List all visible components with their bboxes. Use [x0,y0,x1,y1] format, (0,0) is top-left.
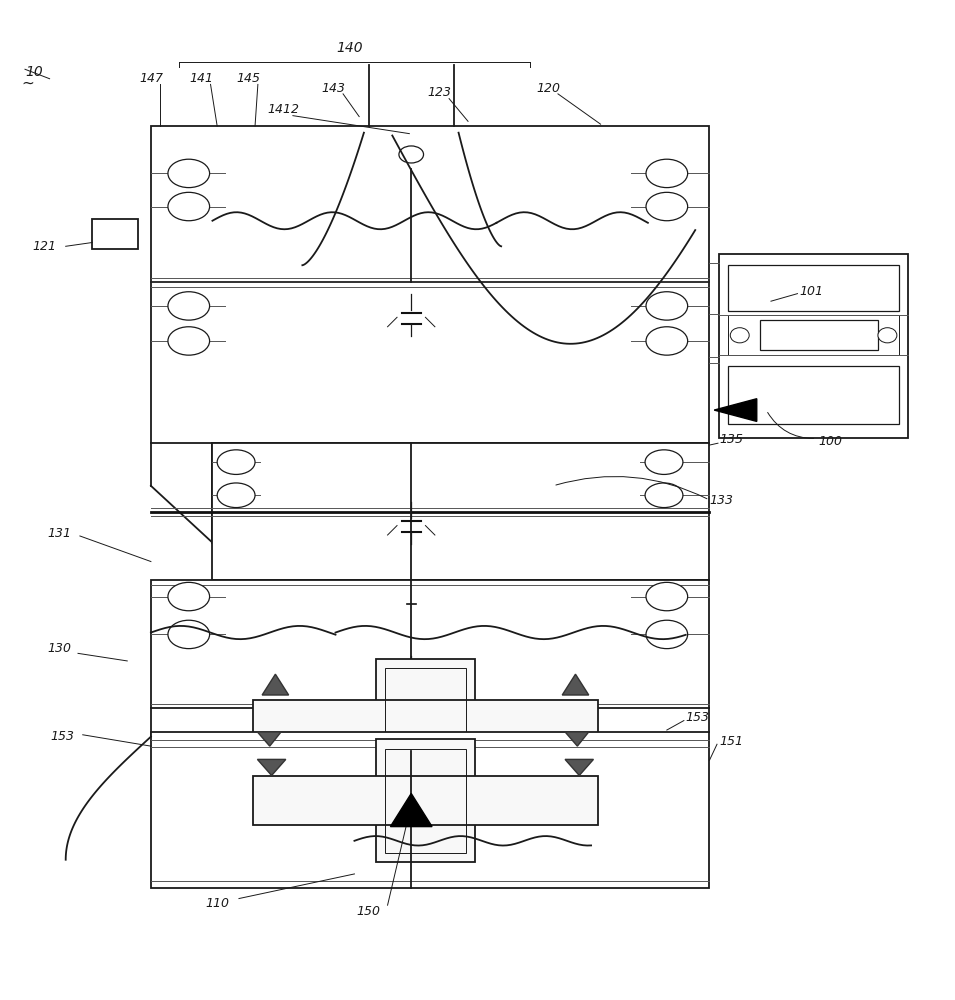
Polygon shape [562,674,588,695]
Ellipse shape [645,450,683,474]
Text: 121: 121 [32,240,56,253]
Text: 123: 123 [428,86,452,99]
Bar [759,320,878,350]
Text: 151: 151 [719,735,743,748]
Text: 135: 135 [719,433,743,446]
Ellipse shape [168,292,209,320]
Text: 153: 153 [686,711,710,724]
Ellipse shape [646,192,688,221]
Bar [375,659,476,796]
Text: 143: 143 [322,82,346,95]
Ellipse shape [646,159,688,188]
Text: 141: 141 [189,72,213,85]
Ellipse shape [646,292,688,320]
Text: 100: 100 [818,435,842,448]
Text: 130: 130 [47,642,71,655]
Ellipse shape [646,620,688,649]
Text: 10: 10 [25,65,43,79]
Bar [151,732,710,888]
Ellipse shape [645,483,683,508]
Text: 133: 133 [710,493,733,506]
Ellipse shape [217,450,255,474]
Ellipse shape [731,328,749,343]
Ellipse shape [878,328,897,343]
Ellipse shape [168,159,209,188]
Text: 120: 120 [537,82,561,95]
Bar [385,748,466,853]
Polygon shape [565,759,593,775]
Bar [151,126,710,443]
Bar [375,739,476,862]
Polygon shape [262,674,288,695]
Text: 153: 153 [51,730,74,743]
Ellipse shape [168,327,209,355]
Text: 101: 101 [799,285,823,298]
Text: 131: 131 [47,527,71,540]
Text: ~: ~ [21,76,34,91]
Polygon shape [565,732,588,746]
Ellipse shape [168,582,209,611]
Bar [253,700,598,755]
Ellipse shape [646,327,688,355]
Text: 140: 140 [336,41,363,55]
Bar [93,219,138,249]
Bar [151,580,710,708]
Text: 150: 150 [356,905,381,918]
Bar [719,254,908,438]
Bar [212,443,710,580]
Text: 147: 147 [138,72,163,85]
Text: 145: 145 [237,72,261,85]
Ellipse shape [168,192,209,221]
Polygon shape [258,759,286,775]
Polygon shape [391,793,432,827]
Bar [385,668,466,786]
Ellipse shape [646,582,688,611]
Bar [253,776,598,825]
Polygon shape [714,399,756,421]
Bar [729,315,899,355]
Polygon shape [258,732,281,746]
Bar [729,265,899,311]
Text: 1412: 1412 [267,103,300,116]
Ellipse shape [168,620,209,649]
Bar [729,366,899,424]
Ellipse shape [399,146,423,163]
Ellipse shape [217,483,255,508]
Text: 110: 110 [205,897,229,910]
